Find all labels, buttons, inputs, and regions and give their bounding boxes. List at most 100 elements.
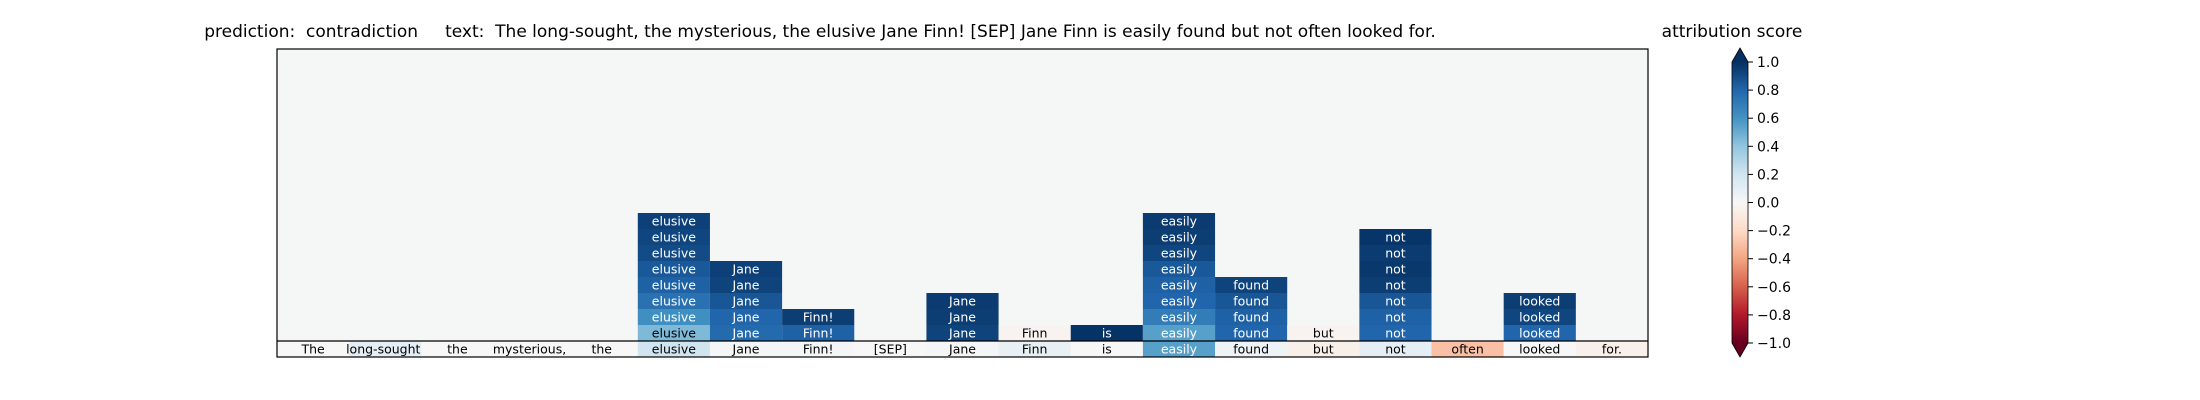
heatmap-cell (709, 261, 783, 277)
heatmap-cell (1215, 293, 1288, 309)
base-token-label: is (1102, 342, 1112, 357)
cell-label: easily (1161, 310, 1198, 325)
heatmap-cell (1359, 245, 1432, 261)
colorbar-bottom-arrow (1732, 343, 1748, 357)
cell-label: looked (1519, 294, 1560, 309)
colorbar-tick-label: −1.0 (1757, 336, 1791, 352)
heatmap-cell (1359, 277, 1432, 293)
heatmap-cell (782, 325, 855, 341)
chart-title: prediction: contradiction text: The long… (204, 22, 1436, 42)
cell-label: not (1385, 278, 1406, 293)
heatmap-cell (1142, 213, 1216, 229)
cell-label: elusive (652, 230, 696, 245)
cell-label: found (1233, 326, 1269, 341)
cell-label: looked (1519, 310, 1560, 325)
base-token-label: Jane (732, 342, 760, 357)
base-row-cell (277, 341, 350, 357)
heatmap-cell (709, 309, 783, 325)
heatmap-cell (1215, 277, 1288, 293)
heatmap-cell (709, 277, 783, 293)
heatmap-cell (1215, 325, 1288, 341)
cell-label: elusive (652, 262, 696, 277)
base-row-cell (1215, 341, 1288, 357)
heatmap-cell (1142, 325, 1216, 341)
colorbar-label: attribution score (1661, 22, 1803, 42)
colorbar-tick-label: 0.8 (1757, 83, 1779, 99)
colorbar-tick-label: 1.0 (1757, 55, 1779, 71)
plot-frame (276, 48, 1649, 358)
heatmap-cell (637, 309, 710, 325)
cell-label: elusive (652, 246, 696, 261)
heatmap-cell (1142, 261, 1216, 277)
heatmap-cell (1359, 261, 1432, 277)
cell-label: easily (1161, 230, 1198, 245)
base-row-cell (1359, 341, 1432, 357)
base-token-label: elusive (652, 342, 696, 357)
cell-label: elusive (652, 278, 696, 293)
heatmap-cell (1359, 309, 1432, 325)
cell-label: Jane (948, 326, 976, 341)
heatmap-cell (637, 261, 710, 277)
cell-label: not (1385, 246, 1406, 261)
heatmap-cell (637, 293, 710, 309)
cell-label: elusive (652, 294, 696, 309)
cell-label: not (1385, 230, 1406, 245)
cell-label: found (1233, 278, 1269, 293)
base-token-label: but (1313, 342, 1334, 357)
base-token-label: the (447, 342, 468, 357)
colorbar-tick-label: 0.6 (1757, 111, 1779, 127)
colorbar-tick-label: −0.6 (1757, 280, 1791, 296)
cell-label: found (1233, 294, 1269, 309)
cell-label: easily (1161, 246, 1198, 261)
heatmap-cell (1142, 309, 1216, 325)
base-row-cell (349, 341, 422, 357)
heatmap-cell (1142, 229, 1216, 245)
heatmap-cell (1287, 325, 1360, 341)
cell-label: not (1385, 310, 1406, 325)
cell-label: not (1385, 294, 1406, 309)
base-token-label: often (1451, 342, 1483, 357)
base-token-label: Finn (1022, 342, 1048, 357)
heatmap-cell (1070, 325, 1143, 341)
base-token-label: easily (1161, 342, 1198, 357)
base-row-cell (637, 341, 710, 357)
cell-label: is (1102, 326, 1112, 341)
cell-label: easily (1161, 278, 1198, 293)
cell-label: Jane (732, 326, 760, 341)
base-row-cell (1575, 341, 1648, 357)
cell-label: Jane (948, 310, 976, 325)
colorbar-tick-label: −0.2 (1757, 224, 1791, 240)
heatmap-cell (1359, 293, 1432, 309)
colorbar-gradient (1732, 62, 1748, 343)
heatmap-cell (926, 293, 999, 309)
cell-label: elusive (652, 310, 696, 325)
heatmap-cell (998, 325, 1071, 341)
base-token-label: mysterious, (493, 342, 566, 357)
heatmap-cell (1142, 245, 1216, 261)
heatmap-cell (1215, 309, 1288, 325)
base-row-cell (1142, 341, 1216, 357)
cell-label: easily (1161, 326, 1198, 341)
base-token-label: The (300, 342, 325, 357)
base-row-cell (926, 341, 999, 357)
heatmap-cell (709, 325, 783, 341)
cell-label: Jane (732, 262, 760, 277)
base-token-label: [SEP] (874, 342, 907, 357)
base-row-cell (1070, 341, 1143, 357)
cell-label: easily (1161, 294, 1198, 309)
heatmap-cell (637, 213, 710, 229)
base-row-cell (1431, 341, 1504, 357)
heatmap-cell (926, 325, 999, 341)
base-token-label: Jane (948, 342, 976, 357)
colorbar-tick-label: 0.2 (1757, 167, 1779, 183)
cell-label: Finn! (803, 310, 834, 325)
base-row-cell (565, 341, 638, 357)
heatmap-cell (1503, 293, 1576, 309)
heatmap-cell (637, 277, 710, 293)
cell-label: elusive (652, 214, 696, 229)
base-token-label: for. (1602, 342, 1622, 357)
base-row-cell (493, 341, 566, 357)
colorbar-tick-label: 0.0 (1757, 196, 1779, 212)
base-row-cell (421, 341, 494, 357)
